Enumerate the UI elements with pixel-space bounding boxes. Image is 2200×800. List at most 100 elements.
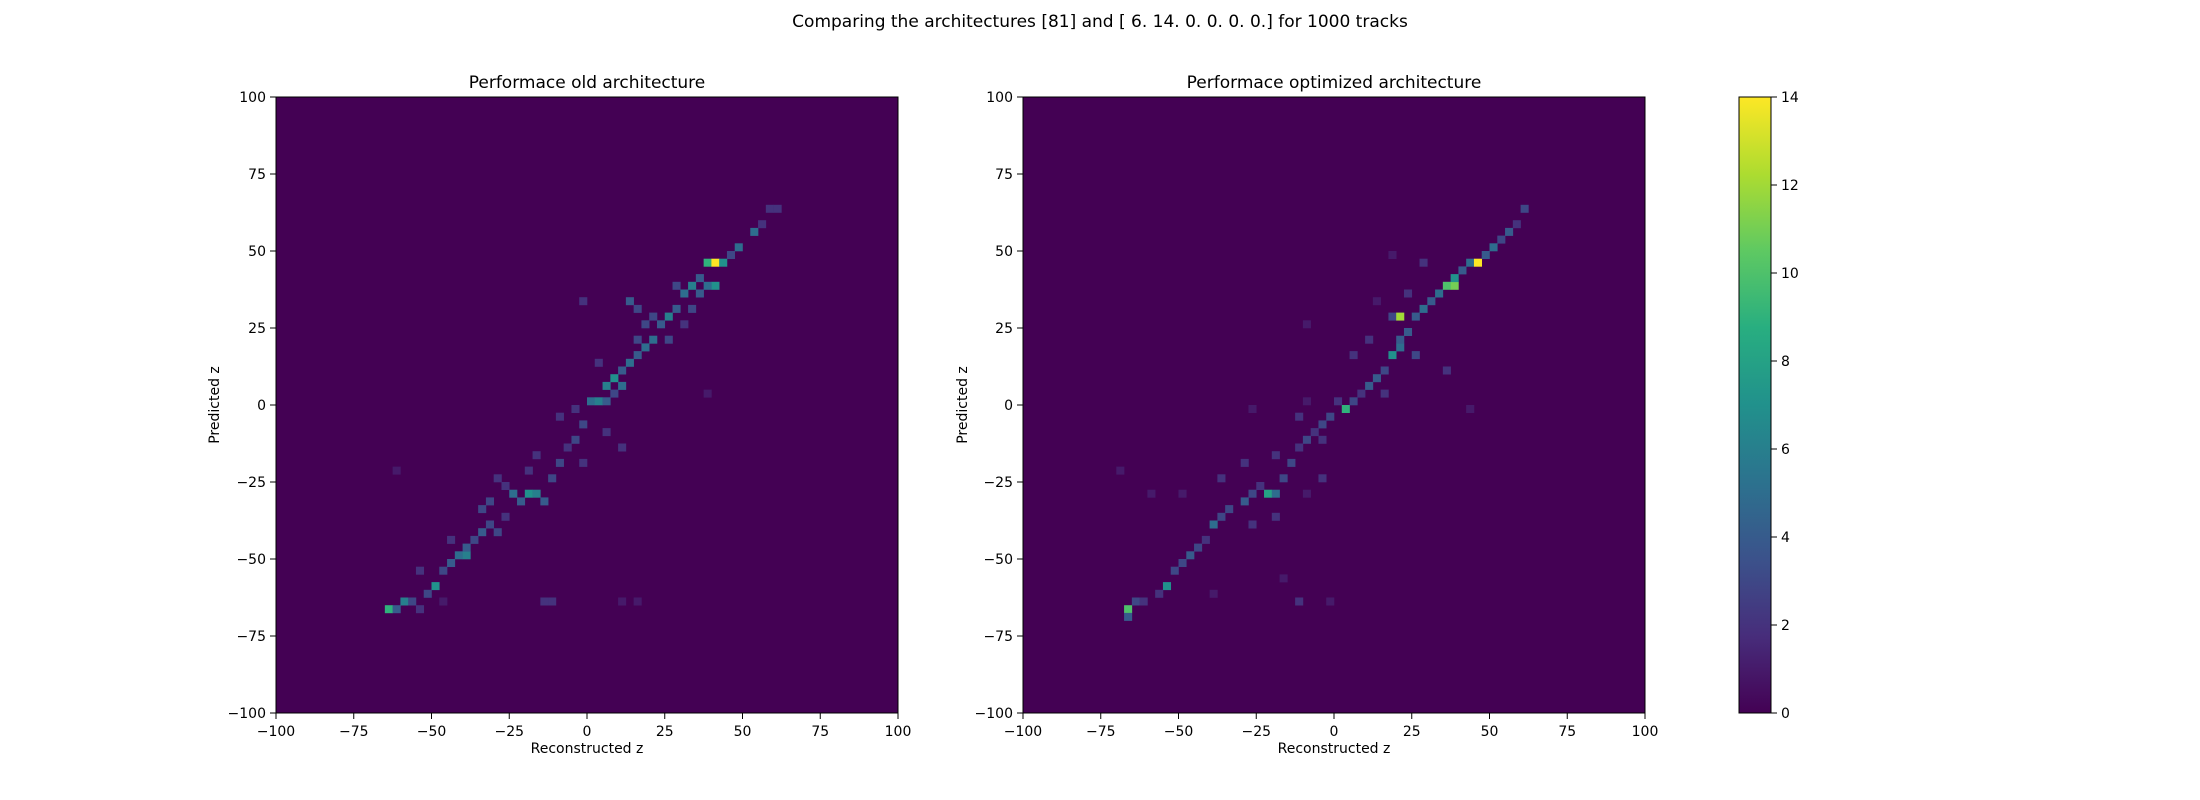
heatmap-cell	[1372, 297, 1381, 306]
x-tick-label: 75	[811, 724, 829, 740]
heatmap-cell	[633, 335, 642, 344]
heatmap-cell	[1209, 589, 1218, 598]
heatmap-cell	[1380, 389, 1389, 398]
heatmap-panel-old: Performace old architecture −100 −75 −50 −2…	[207, 73, 911, 757]
heatmap-cell	[384, 605, 393, 614]
heatmap-cell	[719, 258, 728, 267]
heatmap-cell	[1341, 405, 1350, 413]
heatmap-cell	[1318, 435, 1327, 444]
heatmap-cell	[1403, 289, 1413, 298]
heatmap-cell	[758, 220, 767, 229]
x-tick-label: −25	[1241, 724, 1271, 740]
heatmap-cell	[1380, 366, 1389, 375]
heatmap-cell	[1396, 343, 1405, 352]
heatmap-cell	[447, 535, 456, 544]
heatmap-cell	[1419, 304, 1428, 313]
heatmap-cell	[1419, 258, 1428, 267]
heatmap-cell	[1326, 597, 1335, 606]
heatmap-cell	[1411, 312, 1420, 321]
panel-title-old: Performace old architecture	[469, 73, 706, 93]
heatmap-cell	[1411, 351, 1420, 360]
heatmap-cell	[548, 474, 557, 483]
heatmap-cells-old	[384, 204, 782, 614]
x-tick-label: −100	[1004, 724, 1042, 740]
heatmap-cell	[415, 566, 425, 575]
x-tick-label: −50	[417, 724, 447, 740]
heatmap-cell	[1302, 320, 1311, 329]
y-tick-label: −75	[236, 629, 266, 645]
heatmap-cell	[1466, 258, 1475, 267]
y-tick-label: −100	[228, 706, 266, 722]
heatmap-cell	[649, 312, 658, 321]
heatmap-cell	[688, 304, 697, 313]
heatmap-cell	[1396, 335, 1405, 344]
heatmap-cell	[587, 397, 596, 406]
heatmap-cell	[1450, 274, 1459, 283]
heatmap-cell	[1318, 474, 1327, 483]
heatmap-cell	[439, 566, 448, 575]
y-axis-label-old: Predicted z	[207, 366, 223, 444]
heatmap-cell	[517, 497, 526, 506]
heatmap-cell	[400, 597, 409, 606]
heatmap-cell	[392, 466, 401, 475]
x-tick-label: 50	[734, 724, 752, 740]
y-axis-ticks-optimized: −100 −75 −50 −25 0 25 50 75 100	[975, 90, 1023, 722]
colorbar-tick-label: 14	[1781, 90, 1799, 106]
heatmap-cell	[1201, 535, 1210, 544]
y-tick-label: 50	[248, 244, 266, 260]
heatmap-cell	[618, 381, 627, 390]
heatmap-cell	[1442, 366, 1451, 375]
heatmap-cell	[1248, 489, 1257, 498]
x-tick-label: 0	[583, 724, 592, 740]
colorbar-tick-label: 6	[1781, 442, 1790, 458]
x-tick-label: −25	[494, 724, 524, 740]
heatmap-cell	[1248, 405, 1257, 413]
heatmap-cell	[1178, 489, 1187, 498]
heatmap-cells-optimized	[1116, 204, 1529, 621]
heatmap-cell	[524, 489, 533, 498]
heatmap-cell	[1162, 582, 1172, 591]
heatmap-cell	[571, 435, 580, 444]
heatmap-cell	[1240, 497, 1249, 506]
heatmap-cell	[454, 551, 463, 560]
heatmap-cell	[594, 397, 603, 406]
heatmap-cell	[1271, 512, 1280, 521]
heatmap-cell	[1271, 489, 1280, 498]
heatmap-cell	[462, 551, 471, 560]
heatmap-cell	[680, 320, 689, 329]
heatmap-cell	[1458, 266, 1467, 275]
heatmap-cell	[680, 289, 689, 298]
heatmap-cell	[1489, 243, 1498, 252]
heatmap-cell	[1124, 605, 1133, 614]
x-tick-label: −50	[1164, 724, 1194, 740]
x-tick-label: −100	[257, 724, 295, 740]
heatmap-cell	[408, 597, 417, 606]
y-tick-label: 0	[1004, 398, 1013, 414]
heatmap-cell	[1116, 466, 1125, 475]
heatmap-cell	[439, 597, 448, 606]
y-tick-label: −100	[975, 706, 1013, 722]
colorbar-ticks: 0 2 4 6 8 10 12 14	[1771, 90, 1799, 722]
heatmap-cell	[470, 535, 479, 544]
y-tick-label: 0	[257, 398, 266, 414]
heatmap-cell	[1365, 381, 1374, 390]
heatmap-cell	[579, 297, 588, 306]
heatmap-cell	[548, 597, 557, 606]
heatmap-cell	[447, 559, 456, 567]
heatmap-cell	[618, 366, 627, 375]
heatmap-cell	[641, 320, 650, 329]
x-axis-ticks-old: −100 −75 −50 −25 0 25 50 75 100	[257, 713, 911, 740]
y-tick-label: −25	[983, 475, 1013, 491]
heatmap-cell	[1435, 289, 1444, 298]
y-tick-label: −25	[236, 475, 266, 491]
heatmap-cell	[1372, 374, 1381, 383]
y-tick-label: 50	[995, 244, 1013, 260]
heatmap-cell	[493, 528, 502, 537]
heatmap-cell	[695, 289, 704, 298]
heatmap-cell	[1512, 220, 1521, 229]
heatmap-cell	[423, 589, 432, 598]
heatmap-cell	[602, 397, 611, 406]
x-tick-label: 0	[1330, 724, 1339, 740]
heatmap-cell	[765, 204, 774, 213]
